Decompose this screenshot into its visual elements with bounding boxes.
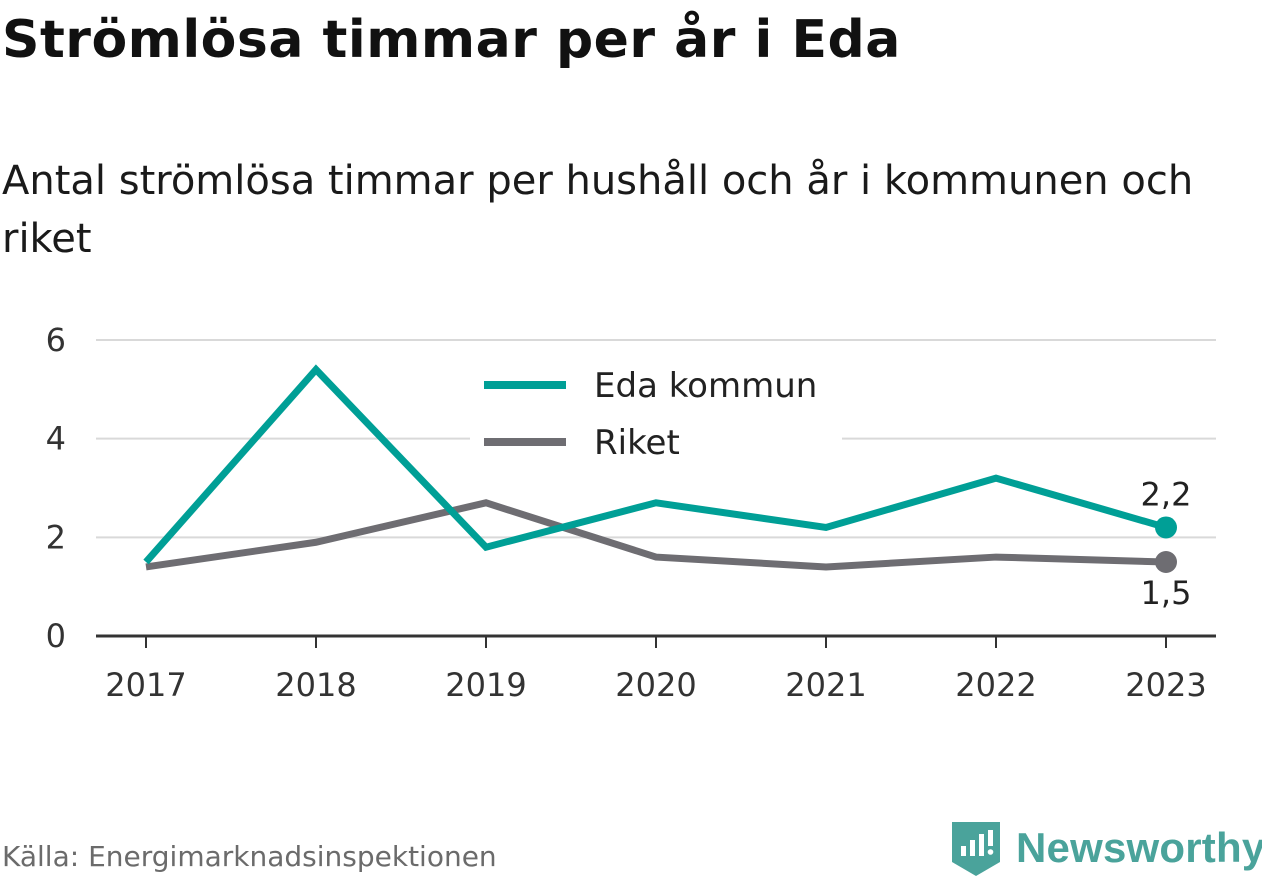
legend-label-0: Eda kommun xyxy=(594,366,817,406)
x-tick-label-2018: 2018 xyxy=(275,666,356,704)
y-tick-label-6: 6 xyxy=(46,321,66,359)
newsworthy-logo: Newsworthy xyxy=(950,818,1262,878)
chart-subtitle: Antal strömlösa timmar per hushåll och å… xyxy=(2,158,1194,262)
chart-title: Strömlösa timmar per år i Eda xyxy=(2,10,901,70)
series-line-1 xyxy=(145,499,1167,571)
x-tick-label-2022: 2022 xyxy=(955,666,1036,704)
y-tick-label-2: 2 xyxy=(46,518,66,556)
x-tick-label-2021: 2021 xyxy=(785,666,866,704)
series-end-point-1 xyxy=(1155,551,1177,573)
series-line-0 xyxy=(143,364,1167,565)
data-label-0: 2,2 xyxy=(1141,475,1192,513)
y-tick-label-4: 4 xyxy=(46,420,66,458)
x-tick-label-2019: 2019 xyxy=(445,666,526,704)
line-chart: 0 2 4 6 2017 2018 2019 2020 2021 2022 2023 Eda komm… xyxy=(46,321,1216,704)
source-note: Källa: Energimarknadsinspektionen xyxy=(2,840,497,873)
data-label-1: 1,5 xyxy=(1141,574,1192,612)
x-tick-label-2023: 2023 xyxy=(1125,666,1206,704)
y-tick-label-0: 0 xyxy=(46,617,66,655)
x-tick-label-2017: 2017 xyxy=(105,666,186,704)
brand-name: Newsworthy xyxy=(1016,824,1262,871)
x-tick-label-2020: 2020 xyxy=(615,666,696,704)
newsworthy-logo-icon xyxy=(952,822,1000,876)
legend-label-1: Riket xyxy=(594,423,680,463)
series-end-point-0 xyxy=(1155,516,1177,539)
